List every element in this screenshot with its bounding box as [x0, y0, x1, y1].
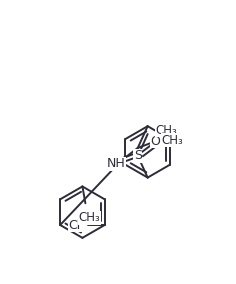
- Text: Cl: Cl: [69, 218, 81, 231]
- Text: CH₃: CH₃: [78, 211, 100, 224]
- Text: O: O: [115, 157, 125, 170]
- Text: S: S: [134, 149, 142, 162]
- Text: CH₃: CH₃: [161, 133, 183, 147]
- Text: O: O: [151, 135, 160, 147]
- Text: NH: NH: [107, 157, 125, 170]
- Text: CH₃: CH₃: [156, 124, 177, 137]
